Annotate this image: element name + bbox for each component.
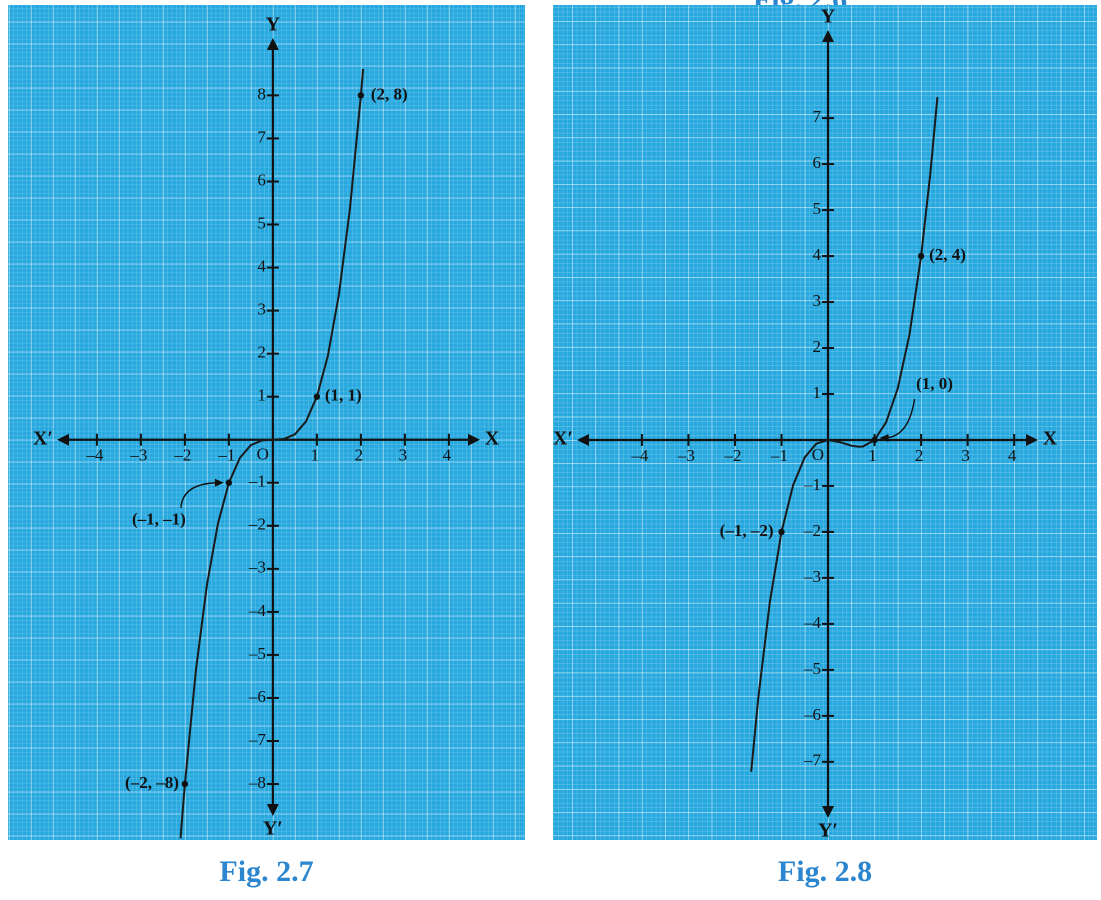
y-tick-label: –7 — [803, 751, 822, 770]
point — [357, 92, 365, 99]
x-tick-label: 2 — [355, 446, 364, 465]
y-tick-label: –4 — [248, 601, 267, 620]
origin-label: O — [257, 445, 269, 464]
curve — [179, 68, 365, 839]
y-tick-label: –1 — [248, 472, 266, 491]
y-axis-label-negative: Y′ — [818, 820, 838, 842]
x-tick-label: 1 — [868, 446, 877, 465]
point-label: (1, 0) — [916, 374, 953, 393]
y-tick-label: –1 — [803, 475, 821, 494]
x-axis-label: X — [485, 427, 500, 449]
figure-caption: Fig. 2.7 — [219, 855, 313, 888]
x-tick-label: –1 — [770, 446, 788, 465]
y-tick-label: –7 — [248, 730, 267, 749]
y-tick-label: –8 — [248, 773, 266, 792]
point-label: (2, 4) — [929, 245, 966, 264]
point-label: (–1, –2) — [720, 521, 774, 540]
point — [871, 436, 878, 444]
point-label: (–2, –8) — [125, 773, 179, 792]
graph-paper-coarse — [8, 5, 525, 840]
y-tick-label: 1 — [813, 383, 822, 402]
x-tick-label: 3 — [399, 446, 408, 465]
y-axis-label: Y — [266, 14, 281, 36]
y-axis-label: Y — [821, 6, 836, 28]
pointer-arrow-head — [879, 433, 889, 442]
y-tick-label: –3 — [248, 558, 266, 577]
pointer-arrow-head — [214, 478, 224, 487]
y-tick-label: –4 — [803, 613, 822, 632]
graph-paper-coarse — [553, 5, 1097, 840]
x-tick-label: –1 — [217, 446, 235, 465]
y-tick-label: 6 — [257, 170, 266, 189]
x-tick-label: –2 — [173, 446, 191, 465]
point — [181, 780, 189, 788]
y-tick-label: 4 — [813, 245, 822, 264]
x-tick-label: 2 — [915, 446, 924, 465]
y-axis-label-negative: Y′ — [263, 818, 283, 840]
y-tick-label: –2 — [248, 515, 266, 534]
x-tick-label: 3 — [961, 446, 970, 465]
x-tick-label: 4 — [1008, 446, 1017, 465]
y-tick-label: 8 — [257, 84, 266, 103]
point — [225, 479, 233, 486]
y-tick-label: 7 — [813, 107, 822, 126]
point — [313, 393, 321, 400]
point-label: (1, 1) — [325, 386, 362, 405]
y-tick-label: 2 — [813, 337, 822, 356]
point — [917, 252, 925, 260]
y-tick-label: 2 — [257, 343, 266, 362]
x-tick-label: –4 — [85, 446, 104, 465]
pointer-arrow — [180, 482, 220, 508]
y-tick-label: –6 — [248, 687, 266, 706]
x-tick-label: 4 — [443, 446, 452, 465]
point-label: (–1, –1) — [132, 510, 186, 529]
x-tick-label: 1 — [311, 446, 320, 465]
x-axis-label: X — [1043, 428, 1058, 450]
y-tick-label: 1 — [257, 386, 266, 405]
y-tick-label: 5 — [257, 213, 266, 232]
y-tick-label: –5 — [248, 644, 266, 663]
x-axis-label-negative: X′ — [33, 427, 53, 449]
point — [778, 528, 785, 536]
y-tick-label: –2 — [803, 521, 821, 540]
origin-label: O — [812, 445, 824, 464]
x-tick-label: –3 — [129, 446, 147, 465]
x-axis-label-negative: X′ — [553, 428, 573, 450]
y-tick-label: 3 — [813, 291, 822, 310]
y-tick-label: –5 — [803, 659, 821, 678]
point-label: (2, 8) — [371, 84, 408, 103]
y-tick-label: 5 — [813, 199, 822, 218]
y-tick-label: 7 — [257, 127, 266, 146]
y-tick-label: 4 — [257, 256, 266, 275]
x-tick-label: –2 — [723, 446, 741, 465]
y-tick-label: –3 — [803, 567, 821, 586]
y-tick-label: –6 — [803, 705, 821, 724]
y-tick-label: 3 — [257, 299, 266, 318]
x-tick-label: –3 — [677, 446, 695, 465]
x-tick-label: –4 — [630, 446, 649, 465]
y-tick-label: 6 — [813, 153, 822, 172]
figure-caption: Fig. 2.8 — [778, 855, 872, 888]
